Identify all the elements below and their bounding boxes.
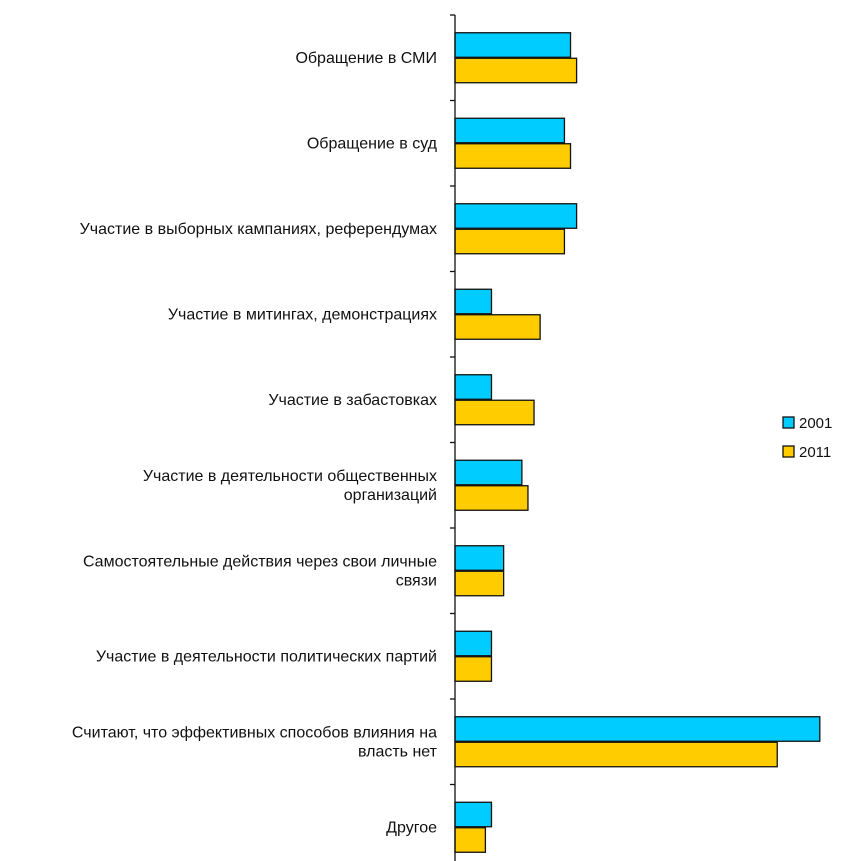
legend-label-2011: 2011 — [799, 444, 831, 461]
category-labels: Обращение в СМИ Обращение в суд Участие в … — [72, 50, 438, 837]
category-label-line: Участие в деятельности политических парт… — [96, 648, 437, 665]
bar-2011-8 — [454, 656, 493, 682]
bar-2001-1 — [454, 32, 572, 58]
bar-2001-7 — [454, 545, 505, 571]
bar-2011-10 — [454, 827, 487, 853]
category-label-line: организаций — [344, 487, 437, 504]
category-label: Обращение в СМИ — [295, 50, 437, 67]
category-label: Обращение в суд — [307, 135, 438, 152]
bar-2011-6 — [454, 485, 529, 511]
bar-2001-10 — [454, 801, 493, 828]
bar-2001-8 — [454, 630, 493, 657]
bar-2001-4 — [454, 288, 493, 315]
bar-2001-5 — [454, 374, 493, 400]
bar-2011-2 — [454, 143, 572, 169]
bar-2011-4 — [454, 314, 541, 340]
category-label-line: связи — [396, 572, 437, 589]
category-label: Считают, что эффективных способов влияни… — [72, 724, 438, 760]
legend-swatch-2011 — [782, 445, 795, 458]
category-label: Другое — [386, 819, 437, 836]
category-label: Самостоятельные действия через свои личн… — [83, 553, 437, 589]
bar-2011-9 — [454, 741, 778, 768]
bar-2011-7 — [454, 570, 505, 597]
bar-2001-9 — [454, 716, 821, 742]
category-label-line: Самостоятельные действия через свои личн… — [83, 553, 437, 570]
bar-2011-1 — [454, 57, 578, 84]
legend-label-2001: 2001 — [799, 415, 832, 432]
legend: 2001 2011 — [782, 415, 832, 461]
bars-group — [454, 32, 821, 853]
category-label-line: власть нет — [358, 743, 438, 760]
category-label: Участие в деятельности общественных орган… — [143, 468, 437, 504]
bar-2001-2 — [454, 117, 566, 144]
category-axis — [450, 14, 456, 861]
category-label: Участие в забастовках — [268, 392, 437, 409]
category-label: Участие в выборных кампаниях, референдум… — [80, 221, 437, 238]
bar-2011-5 — [454, 399, 535, 426]
bar-2011-3 — [454, 228, 566, 255]
bar-2001-6 — [454, 459, 523, 486]
category-label-line: Участие в выборных кампаниях, референдум… — [80, 221, 437, 238]
category-label-line: Другое — [386, 819, 437, 836]
bar-2001-3 — [454, 203, 578, 229]
category-label-line: Участие в деятельности общественных — [143, 468, 437, 485]
category-label-line: Участие в митингах, демонстрациях — [168, 306, 437, 323]
category-label-line: Обращение в суд — [307, 135, 438, 152]
category-label-line: Участие в забастовках — [268, 392, 437, 409]
category-label: Участие в митингах, демонстрациях — [168, 306, 437, 323]
category-label-line: Считают, что эффективных способов влияни… — [72, 724, 437, 741]
category-label: Участие в деятельности политических парт… — [96, 648, 437, 665]
legend-swatch-2001 — [782, 416, 795, 429]
category-label-line: Обращение в СМИ — [295, 50, 437, 67]
